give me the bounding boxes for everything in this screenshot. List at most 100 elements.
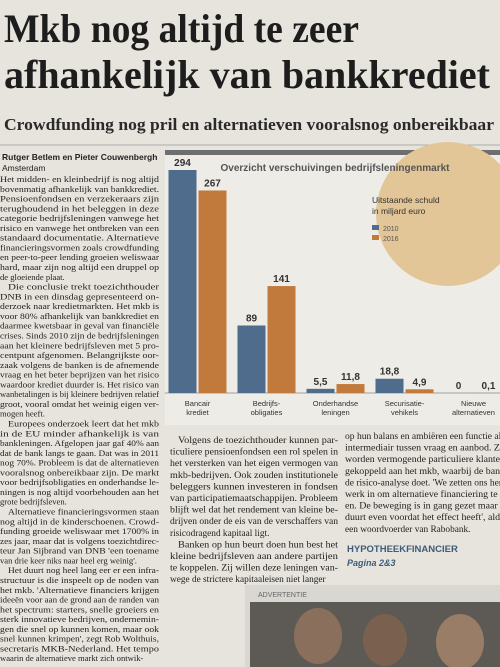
body-text-line: van participatiemaatschappijen. Probleem	[170, 494, 339, 504]
category-label: alternatieven	[452, 408, 495, 417]
body-text-line: zes jaar, maar dat is volgens toezichtdi…	[0, 536, 159, 546]
value-label: 0	[456, 381, 462, 392]
value-label: 294	[174, 158, 191, 169]
body-text-line: intermediair tussen vraag en aanbod. Zo	[345, 444, 500, 454]
body-text-line: secretaris MKB-Nederland. Het tempo	[0, 643, 159, 653]
bar	[198, 190, 227, 393]
category-label: obligaties	[251, 408, 283, 417]
advertisement: ADVERTENTIE	[245, 585, 500, 667]
body-text-line: ticuliere pensioenfondsen een rol spelen…	[170, 447, 338, 458]
legend-swatch	[372, 225, 379, 230]
chart-header-bar	[165, 150, 500, 155]
body-text-line: Volgens de toezichthouder kunnen par-	[178, 436, 338, 446]
body-text-line: voor 80% afhankelijk van bankkrediet en	[0, 311, 160, 321]
body-text-line: nog 70%. Probleem is dat de alternatieve…	[0, 458, 160, 468]
value-label: 4,9	[413, 377, 427, 388]
category-label: krediet	[186, 408, 209, 417]
legend-title: Uitstaande schuld	[372, 195, 440, 205]
body-text-line: bankleningen. Afgelopen jaar gaf 40% aan	[0, 438, 160, 448]
value-label: 267	[204, 178, 221, 189]
body-text-line: bovenmatig afhankelijk van bankkrediet.	[0, 184, 159, 194]
body-text-line: wanbetalingen is bij kleinere bedrijven …	[0, 389, 159, 399]
body-text-line: derzoek naar kredietmarkten. Het mkb is	[0, 301, 160, 311]
value-label: 141	[273, 274, 290, 285]
body-text-line: DNB in een dinsdag gepresenteerd on-	[0, 291, 159, 301]
body-text-line: werk in om alternatieve financiering te …	[345, 489, 500, 500]
body-text-line: waarin de alternatieve markt zich ontwik…	[0, 653, 144, 663]
chart: Overzicht verschuivingen bedrijfsleninge…	[165, 142, 500, 425]
body-text-line: gen die snel op kunnen komen, maar ook	[0, 624, 160, 634]
bar	[375, 378, 404, 393]
value-label: 5,5	[314, 377, 328, 388]
value-label: 18,8	[380, 367, 400, 378]
body-text-line: en peer-to-peer lending groeien weliswaa…	[0, 252, 159, 262]
sidebar-subtitle: Pagina 2&3	[347, 558, 396, 568]
value-label: 0,1	[482, 381, 496, 392]
body-text-line: en. De beweging is in gang gezet maar h	[345, 502, 500, 512]
body-text-line: snel kunnen krimpen', zegt Rob Wolthuis,	[0, 634, 159, 644]
category-label: Securisatie-	[385, 399, 425, 408]
body-text-line: worden vermogende particuliere klanten	[345, 455, 500, 465]
body-text-line: drijven onder de eis van de verschaffers…	[170, 516, 338, 527]
body-text-line: in de EU minder afhankelijk is van	[0, 428, 160, 438]
body-text-line: waardoor krediet duurder is. Het risico …	[0, 379, 160, 389]
chart-title: Overzicht verschuivingen bedrijfsleninge…	[221, 163, 451, 174]
bar	[405, 389, 434, 393]
byline: Rutger Betlem en Pieter Couwenbergh	[2, 152, 157, 162]
body-text-line: terughoudend in het beleggen in deze	[0, 203, 159, 213]
value-label: 89	[246, 313, 258, 324]
bar	[336, 384, 365, 393]
body-text-line: grote bedrijfsleven.	[0, 497, 67, 507]
body-text-line: Het midden- en kleinbedrijf is nog altij…	[0, 174, 160, 184]
body-text-line: Die conclusie trekt toezichthouder	[8, 282, 159, 292]
body-text-line: standaard documentatie. Alternatieve	[0, 233, 159, 243]
body-text-line: sterk innovatieve bedrijven, ondernemin-	[0, 614, 159, 624]
body-text-line: te koppelen. Zij willen deze leningen va…	[170, 564, 338, 574]
category-label: Nieuwe	[461, 399, 486, 408]
headline: Mkb nog altijd te zeer	[4, 6, 359, 51]
body-text-line: kleine bedrijfsleven aan andere partijen	[170, 551, 338, 562]
ad-photo-figure	[294, 608, 342, 664]
body-text-line: risicodragend kapitaal ligt.	[170, 529, 269, 539]
bar	[168, 170, 197, 393]
body-text-line: zaak volgens de banken is de afnemende	[0, 360, 159, 370]
ad-label: ADVERTENTIE	[258, 592, 307, 599]
body-text-line: hard, maar zijn nog altijd een druppel o…	[0, 262, 159, 272]
body-text-line: gekoppeld aan het mkb, waarbij de bank	[345, 467, 500, 477]
body-text-line: de gloeiende plaat.	[0, 272, 65, 282]
category-label: vehikels	[391, 408, 418, 417]
ad-photo-figure	[363, 614, 407, 666]
ad-photo-figure	[436, 614, 484, 667]
bar	[306, 388, 335, 393]
body-text-line: crises. Sinds 2010 zijn de bedrijfslenin…	[0, 330, 160, 340]
byline: Amsterdam	[2, 163, 45, 173]
body-text-line: het versterken van het eigen vermogen va…	[170, 459, 338, 469]
body-text-line: teur Jan Sijbrand van DNB 'een toename	[0, 546, 159, 556]
bar	[267, 286, 296, 393]
body-text-line: blijft wel dat het rendement van kleine …	[170, 505, 338, 516]
legend-label: 2010	[383, 226, 399, 233]
body-text-line: het mkb. 'Alternatieve financiers krijge…	[0, 585, 160, 595]
body-text-line: daarmee kwetsbaar in geval van financiël…	[0, 321, 159, 331]
body-text-line: ningen is nog altijd voorbehouden aan he…	[0, 487, 160, 497]
body-text-line: vraag en het beter beprijzen van het ris…	[0, 370, 159, 380]
legend-label: 2016	[383, 236, 399, 243]
value-label: 11,8	[341, 372, 360, 383]
body-text-line: structuur is die inspeelt op de noden va…	[0, 575, 160, 585]
legend-circle	[376, 142, 500, 286]
body-text-line: groot, vooral omdat het weinig eigen ver…	[0, 399, 159, 409]
headline: afhankelijk van bankkrediet	[4, 52, 491, 97]
body-text-line: categorie bedrijfsleningen vanwege het	[0, 213, 160, 223]
category-label: Onderhandse	[313, 399, 358, 408]
body-text-line: Het duurt nog heel lang eer er een infra…	[8, 565, 159, 575]
category-label: Bedrijfs-	[253, 399, 281, 408]
body-text-line: risico en vanwege het ontbreken van een	[0, 223, 160, 233]
body-text-line: dat de bank langs te gaan. Dat was in 20…	[0, 448, 159, 458]
body-text-line: vooralsnog onbereikbaar zijn. De markt	[0, 467, 160, 477]
body-text-line: financieringsvormen zoals crowdfunding	[0, 242, 160, 252]
body-text-line: mkb-bedrijven. Ook zouden institutionele	[170, 471, 338, 481]
legend-title: in miljard euro	[372, 206, 426, 216]
body-text-line: een woordvoerder van Rabobank.	[345, 525, 470, 535]
category-label: Bancair	[185, 399, 211, 408]
